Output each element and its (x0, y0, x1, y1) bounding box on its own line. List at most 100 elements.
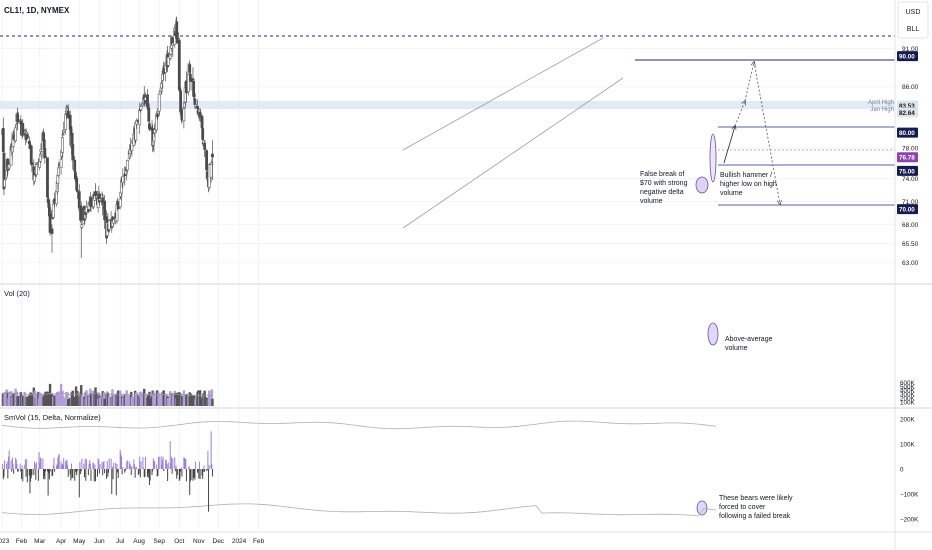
volume-bar (94, 387, 97, 406)
candle-down (79, 207, 83, 221)
volume-bar (210, 389, 213, 406)
candle-up (130, 142, 134, 152)
time-axis-label: Sep (153, 538, 165, 545)
candle-up (183, 102, 186, 108)
price-axis-ticks: 91.00 86.00 78.00 74.00 71.00 68.00 65.50 63.00 (902, 46, 919, 267)
candle-down (30, 162, 34, 166)
candle-up (51, 203, 55, 218)
candle-down (200, 116, 204, 129)
delta-axis-ticks: 200K 100K 0 −100K −200K (900, 416, 919, 523)
volume-ma-line (2, 391, 213, 397)
candle-up (59, 158, 63, 168)
volume-bar (157, 394, 161, 406)
volume-ellipse (707, 322, 719, 346)
candle-down (50, 228, 54, 234)
candle-up (182, 108, 186, 122)
price-marker-label: 75.00 (899, 168, 915, 175)
volume-bar (135, 392, 138, 406)
volume-bar (139, 391, 143, 406)
candle-down (16, 113, 19, 123)
volume-tick-label: 300K (900, 392, 916, 399)
delta-lower-band (1, 503, 717, 517)
delta-tick-label: −100K (900, 492, 919, 499)
candle-up (61, 134, 65, 136)
volume-bar (185, 394, 188, 406)
volume-bar (167, 397, 170, 406)
volume-bar (98, 397, 102, 406)
price-tick-label: 86.00 (902, 84, 919, 91)
candle-down (44, 156, 47, 158)
candle-up (62, 130, 66, 133)
volume-bar (121, 397, 125, 406)
candle-down (147, 107, 151, 122)
candle-down (196, 106, 199, 109)
price-tick-label: 63.00 (902, 260, 919, 267)
projection-arrows (723, 62, 780, 204)
candle-up (135, 121, 138, 125)
volume-bar (144, 393, 147, 406)
candle-down (191, 78, 195, 81)
price-marker-label: 90.00 (899, 54, 915, 61)
candle-up (14, 127, 18, 142)
price-marker-badge (897, 204, 918, 215)
volume-bar (21, 395, 24, 406)
bll-button[interactable]: BLL (907, 26, 920, 33)
candle-up (7, 164, 11, 169)
candle-up (152, 133, 156, 142)
delta-tick-label: 200K (900, 416, 916, 423)
candle-down (175, 32, 179, 44)
candle-up (64, 114, 68, 130)
usd-button[interactable]: USD (906, 9, 921, 16)
volume-bar (67, 399, 70, 406)
volume-bar (180, 396, 184, 406)
symbol-title: CL1!, 1D, NYMEX (4, 6, 70, 15)
candle-up (80, 224, 84, 229)
volume-bar (12, 393, 15, 406)
volume-note: Above-average volume (725, 336, 774, 352)
volume-bar (30, 394, 34, 406)
volume-tick-label: 400K (900, 388, 916, 395)
candlestick-series (1, 16, 214, 259)
price-marker-badge (897, 127, 918, 138)
price-marker-badge (897, 51, 918, 62)
delta-histogram (2, 431, 213, 512)
delta-tick-label: 0 (900, 467, 904, 474)
volume-bar (62, 398, 65, 406)
price-marker-badge (897, 152, 918, 163)
candle-down (103, 200, 107, 220)
volume-bar (189, 393, 193, 406)
candle-down (177, 39, 181, 90)
volume-bar (89, 393, 93, 406)
time-axis-label: Feb (16, 538, 28, 545)
candle-down (205, 150, 208, 171)
delta-upper-band (1, 420, 717, 430)
time-axis-label: Nov (193, 538, 205, 545)
candle-up (125, 160, 129, 171)
candle-down (201, 128, 205, 140)
candle-up (209, 163, 213, 178)
projection-top-arrow (744, 62, 754, 102)
volume-bar (194, 398, 197, 406)
time-axis-label: 2023 (0, 538, 10, 545)
volume-bar (153, 392, 156, 406)
candle-up (157, 93, 161, 112)
volume-bar (65, 392, 68, 406)
hammer-ellipse (709, 133, 717, 183)
volume-tick-label: 200K (900, 396, 916, 403)
delta-tick-label: 100K (900, 441, 916, 448)
candle-down (148, 126, 152, 128)
highlight-ellipses (695, 133, 719, 516)
chart-grid (0, 0, 895, 530)
candle-up (194, 104, 197, 107)
hammer-note: Bullish hammer / higher low on high volu… (720, 172, 779, 197)
candle-down (48, 213, 52, 233)
candle-down (192, 93, 196, 98)
time-axis-label: Aug (133, 538, 145, 545)
volume-histogram (1, 383, 214, 406)
candle-down (71, 144, 75, 161)
candle-up (11, 132, 15, 147)
candle-up (61, 137, 64, 153)
candle-up (139, 105, 143, 111)
volume-bar (80, 395, 84, 406)
